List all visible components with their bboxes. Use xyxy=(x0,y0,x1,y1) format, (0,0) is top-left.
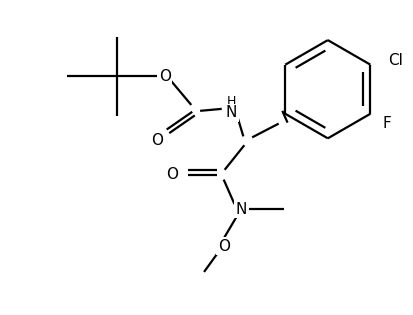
Text: N: N xyxy=(236,202,247,217)
Text: F: F xyxy=(382,116,391,131)
Text: N: N xyxy=(226,105,237,120)
Text: H: H xyxy=(227,94,236,107)
Text: O: O xyxy=(151,133,163,148)
Text: O: O xyxy=(166,167,178,182)
Text: Cl: Cl xyxy=(388,53,403,68)
Text: O: O xyxy=(218,239,230,254)
Text: O: O xyxy=(159,69,171,84)
